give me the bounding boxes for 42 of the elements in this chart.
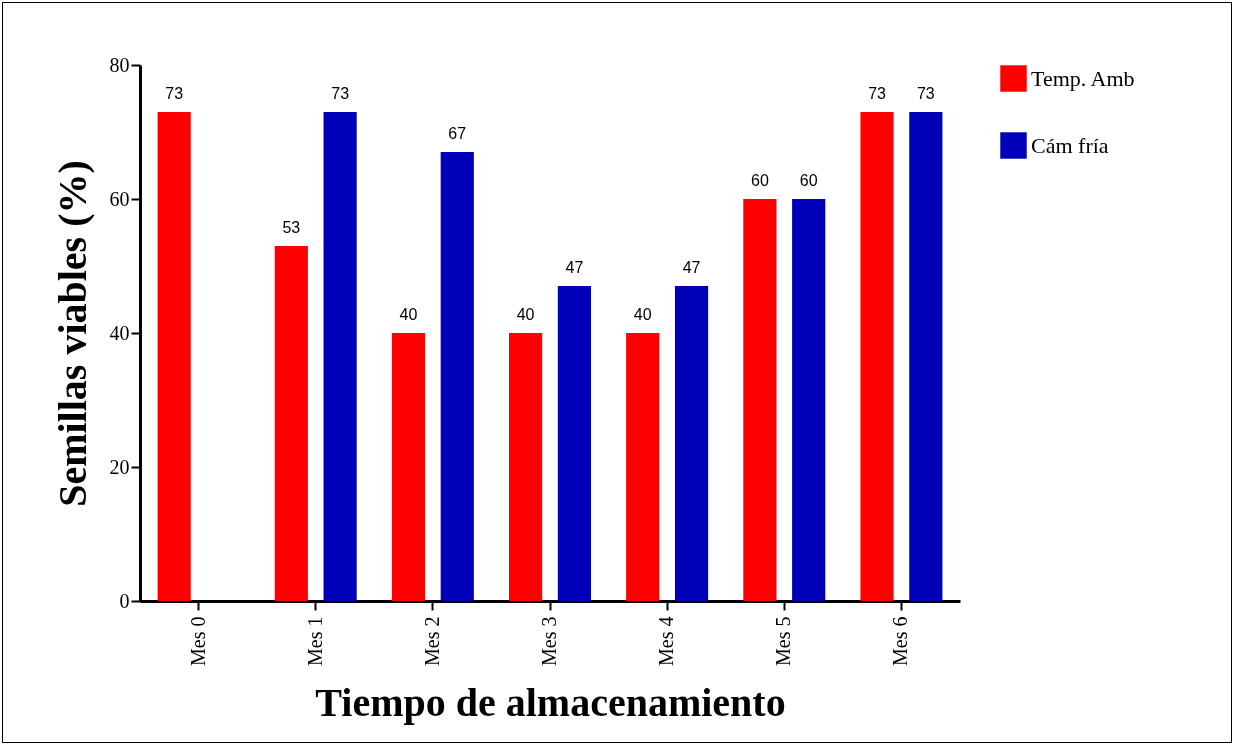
bar [674,286,709,601]
data-label: 67 [448,125,467,143]
data-label: 73 [331,84,350,102]
bar [509,333,543,601]
x-tick-label: Mes 3 [538,616,560,666]
bar [157,111,191,601]
bar [323,111,357,601]
x-tick-label: Mes 1 [303,616,326,666]
data-label: 73 [868,84,887,102]
data-label: 73 [916,84,935,102]
y-tick-label: 20 [109,455,130,478]
y-tick-label: 80 [109,53,130,76]
bar [440,152,474,601]
bar [909,111,943,601]
data-label: 60 [750,172,769,189]
bar [792,199,826,601]
data-label: 53 [282,218,301,236]
x-axis-title: Tiempo de almacenamiento [315,679,786,725]
data-label: 40 [516,306,535,323]
bar [391,333,426,601]
bar [626,333,660,601]
bar [557,286,591,601]
data-label: 47 [682,259,701,277]
y-tick-label: 0 [119,589,130,612]
y-tick-label: 40 [109,321,130,344]
x-tick-label: Mes 5 [772,616,795,666]
data-label: 47 [565,259,584,277]
bar [860,111,894,601]
legend-label: Temp. Amb [1031,65,1135,91]
data-label: 60 [799,172,818,189]
x-tick-label: Mes 6 [889,616,912,666]
data-label: 40 [399,306,418,323]
y-axis-title: Semillas viables (%) [49,160,95,507]
x-tick-label: Mes 0 [186,616,209,666]
bar [743,199,777,601]
x-tick-label: Mes 2 [420,616,443,666]
data-label: 73 [165,84,184,102]
legend-label: Cám fría [1031,132,1109,158]
x-tick-label: Mes 4 [655,616,678,666]
y-tick-label: 60 [109,187,130,210]
data-label: 40 [633,306,652,323]
bar [274,245,308,601]
